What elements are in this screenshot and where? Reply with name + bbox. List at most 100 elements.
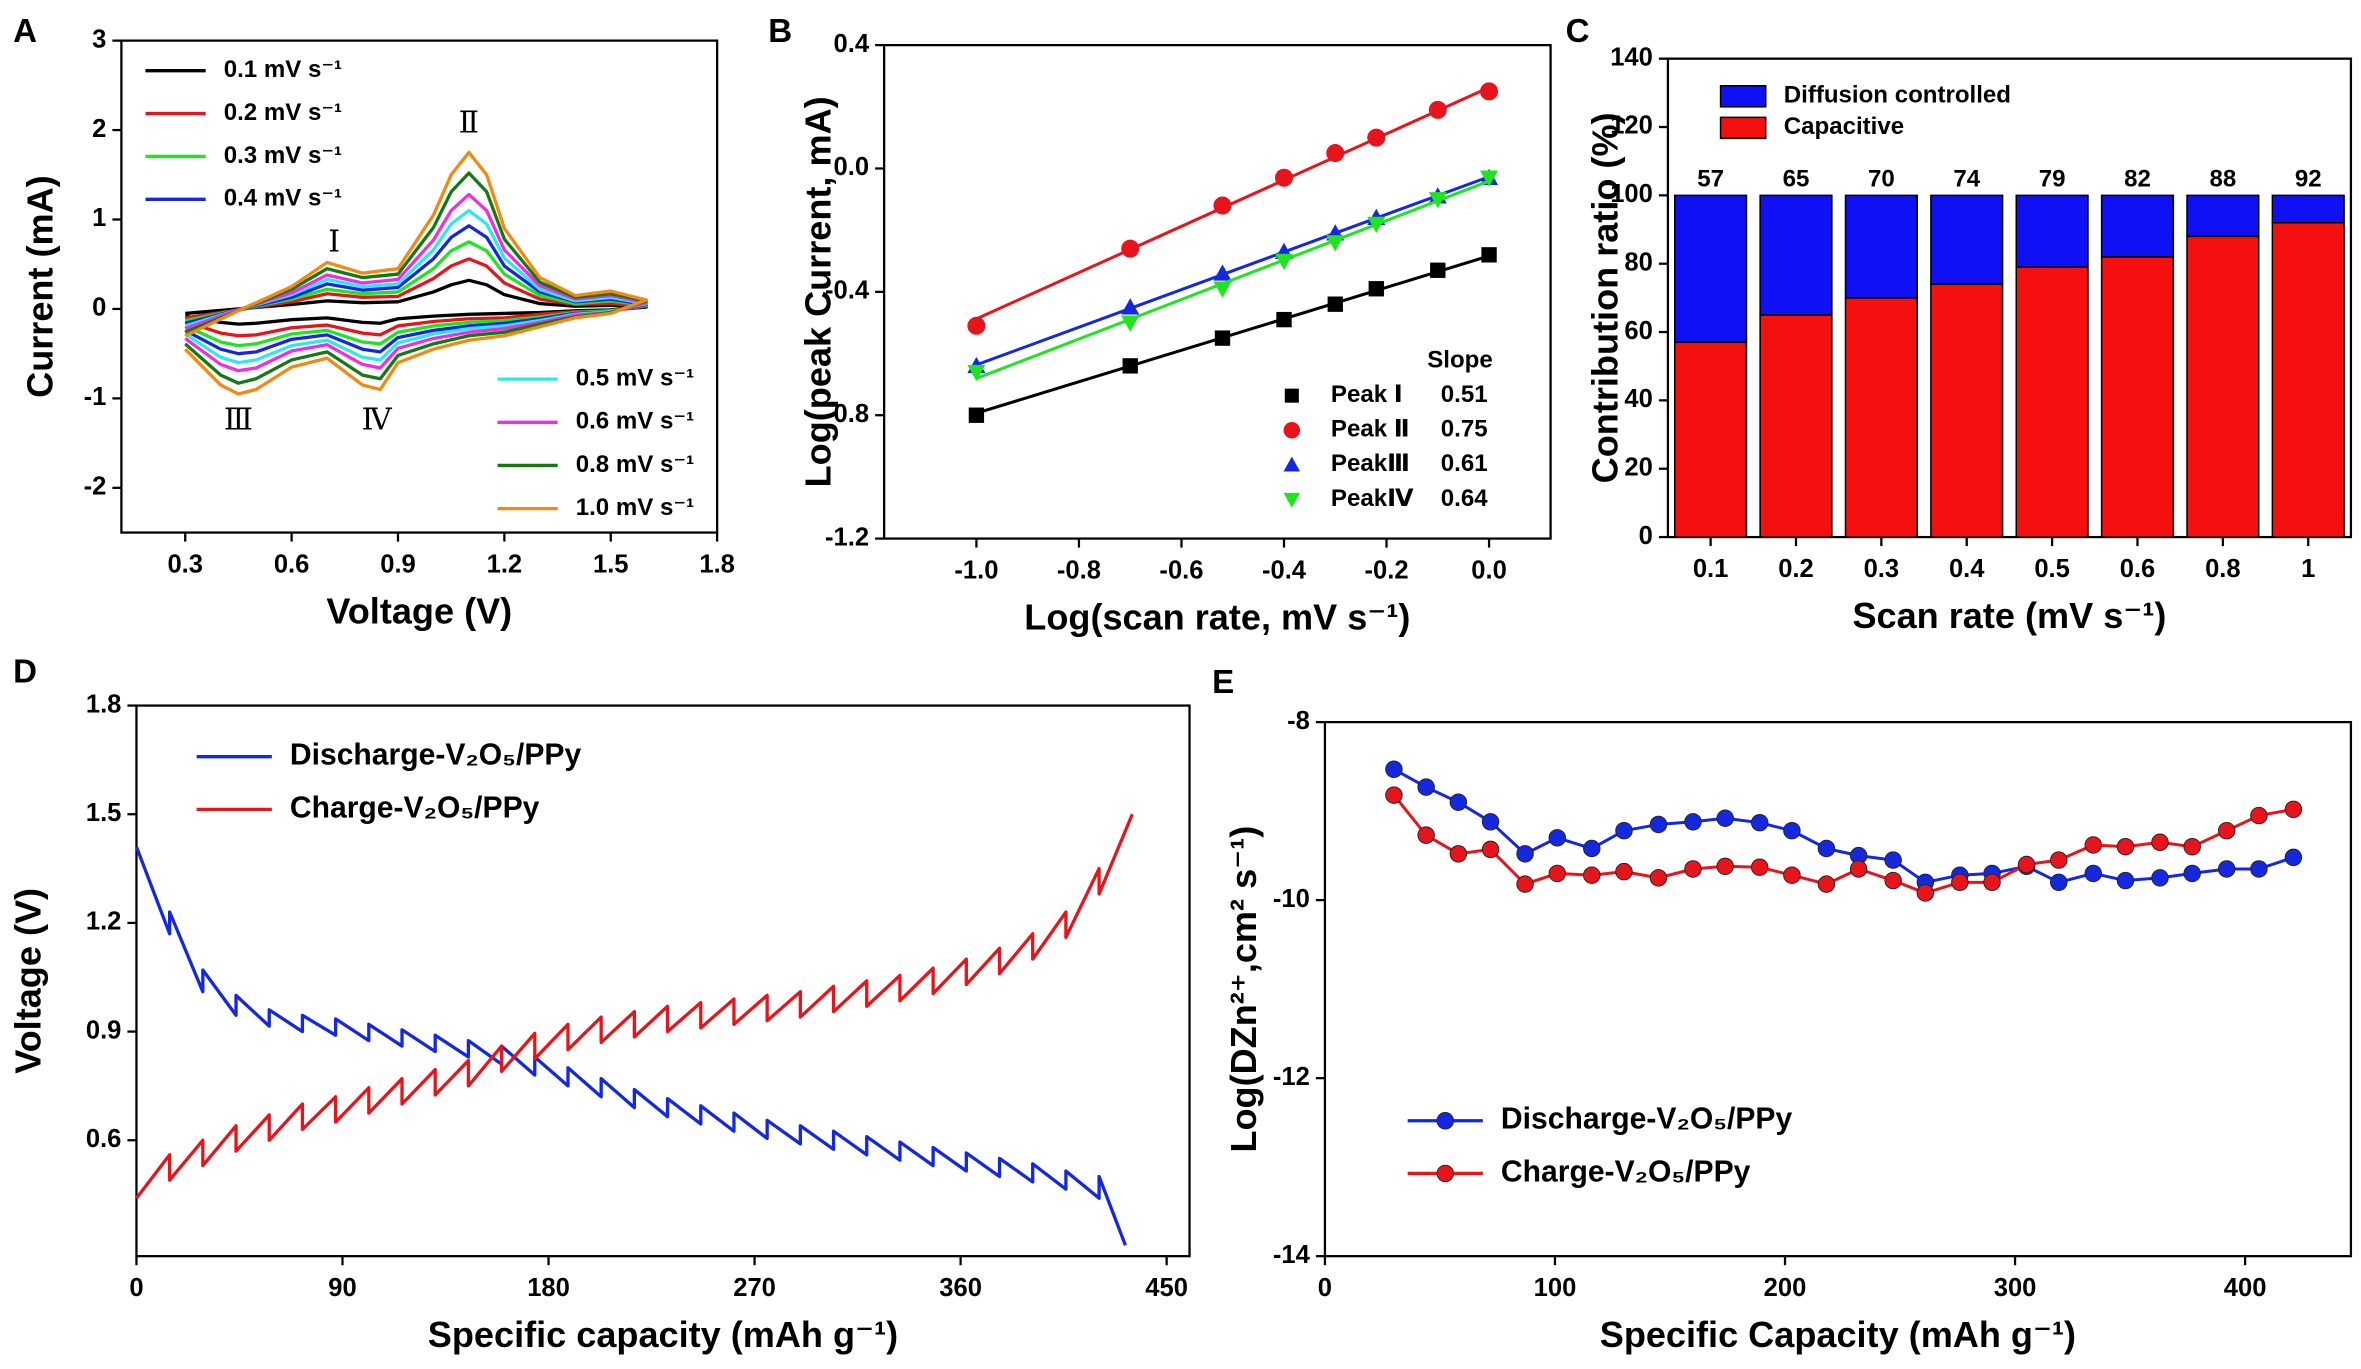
legend-label: 0.5 mV s⁻¹	[576, 364, 694, 391]
x-tick-label: 270	[733, 1274, 776, 1302]
data-point	[1716, 809, 1734, 827]
marker	[1213, 264, 1232, 281]
x-tick-label: 180	[527, 1274, 570, 1302]
x-tick-label: 0.2	[1778, 555, 1814, 583]
data-point	[1417, 778, 1435, 796]
data-label: 65	[1783, 166, 1810, 193]
legend-title: Slope	[1427, 346, 1493, 373]
legend-label: Charge-V₂O₅/PPy	[1501, 1155, 1751, 1188]
bar-segment	[1930, 283, 2004, 538]
marker	[1274, 253, 1294, 271]
x-tick-label: 0.5	[2034, 555, 2070, 583]
data-point	[1684, 860, 1702, 878]
legend-swatch	[1719, 116, 1767, 140]
y-tick-label: 0	[92, 294, 106, 322]
y-axis-title: Voltage (V)	[8, 888, 49, 1074]
bar-segment	[2186, 194, 2260, 238]
data-point	[2250, 806, 2268, 825]
x-tick-label: 0.6	[2120, 555, 2156, 583]
x-tick-label: 360	[939, 1274, 982, 1302]
y-tick-label: 0.9	[86, 1016, 122, 1044]
data-line	[1392, 794, 2294, 895]
x-tick-label: 200	[1764, 1274, 1807, 1302]
data-point	[2116, 871, 2135, 890]
panel-label: A	[13, 13, 37, 50]
x-tick-label: -0.6	[1159, 556, 1203, 584]
fit-line	[975, 175, 1490, 367]
legend-label: Discharge-V₂O₅/PPy	[1501, 1103, 1793, 1136]
x-tick-label: 0.3	[167, 550, 203, 578]
legend-label: Charge-V₂O₅/PPy	[290, 791, 540, 824]
bar-segment	[1674, 194, 1748, 344]
marker	[1213, 196, 1232, 215]
y-tick-label: 1.2	[86, 908, 122, 936]
y-tick-label: 100	[1610, 180, 1653, 208]
x-tick-label: -0.8	[1057, 556, 1101, 584]
legend-swatch	[1719, 84, 1767, 108]
data-line	[134, 846, 1127, 1246]
legend-slope: 0.75	[1441, 416, 1488, 443]
x-tick-label: 1.2	[487, 550, 523, 578]
bar-segment	[2100, 256, 2175, 538]
data-point	[1750, 858, 1769, 876]
y-tick-label: 80	[1624, 248, 1652, 276]
y-tick-label: -2	[84, 473, 107, 501]
legend-marker	[1436, 1112, 1454, 1130]
plot-frame	[1323, 720, 2353, 1258]
x-tick-label: 0	[129, 1274, 143, 1302]
x-axis-title: Voltage (V)	[326, 590, 512, 631]
fit-line	[975, 86, 1490, 321]
x-tick-label: 450	[1145, 1274, 1188, 1302]
annotation: Ⅱ	[459, 105, 479, 139]
data-point	[2183, 864, 2201, 883]
legend-slope: 0.51	[1441, 381, 1488, 408]
y-tick-label: -14	[1273, 1241, 1311, 1269]
bar-segment	[2015, 194, 2089, 268]
y-tick-label: 20	[1624, 453, 1652, 481]
marker	[1428, 192, 1447, 209]
legend-label: 0.8 mV s⁻¹	[576, 451, 694, 478]
x-tick-label: 0.4	[1949, 555, 1985, 583]
plot-frame	[1666, 57, 2353, 539]
plot-frame	[135, 704, 1191, 1258]
y-tick-label: 0	[1639, 522, 1653, 550]
marker	[1283, 492, 1301, 508]
x-tick-label: 0.3	[1864, 555, 1900, 583]
y-axis-title: Current (mA)	[20, 175, 61, 398]
data-point	[1481, 813, 1500, 831]
marker	[1480, 82, 1499, 101]
x-axis-title: Scan rate (mV s⁻¹)	[1852, 595, 2166, 636]
data-point	[2217, 860, 2236, 878]
bar-segment	[2100, 194, 2175, 258]
data-label: 70	[1868, 166, 1895, 193]
legend-slope: 0.64	[1441, 485, 1488, 512]
y-tick-label: 2	[92, 115, 106, 143]
marker	[1367, 128, 1386, 147]
data-point	[1385, 760, 1403, 779]
bar-segment	[1844, 297, 1918, 538]
marker	[1430, 262, 1446, 278]
data-point	[1783, 866, 1801, 884]
fit-line	[975, 254, 1490, 415]
data-point	[1684, 813, 1702, 831]
marker	[1367, 216, 1386, 234]
marker	[1481, 247, 1497, 263]
x-tick-label: 0.1	[1693, 555, 1729, 583]
legend-label: Peak Ⅰ	[1331, 381, 1403, 408]
x-tick-label: 400	[2224, 1274, 2267, 1302]
bar-segment	[2271, 221, 2345, 538]
marker	[1214, 330, 1231, 346]
marker	[1274, 168, 1294, 187]
data-point	[1750, 813, 1769, 832]
data-label: 82	[2124, 166, 2151, 193]
y-tick-label: -12	[1273, 1063, 1310, 1091]
data-point	[2250, 860, 2268, 878]
data-point	[1716, 857, 1734, 876]
bar-segment	[1930, 194, 2004, 285]
x-tick-label: 100	[1534, 1274, 1577, 1302]
marker	[1121, 298, 1140, 315]
marker	[1284, 388, 1299, 403]
y-axis-title: Log(DZn²⁺,cm² s⁻¹)	[1223, 826, 1264, 1153]
data-point	[2050, 873, 2068, 892]
y-tick-label: -1	[84, 383, 107, 411]
